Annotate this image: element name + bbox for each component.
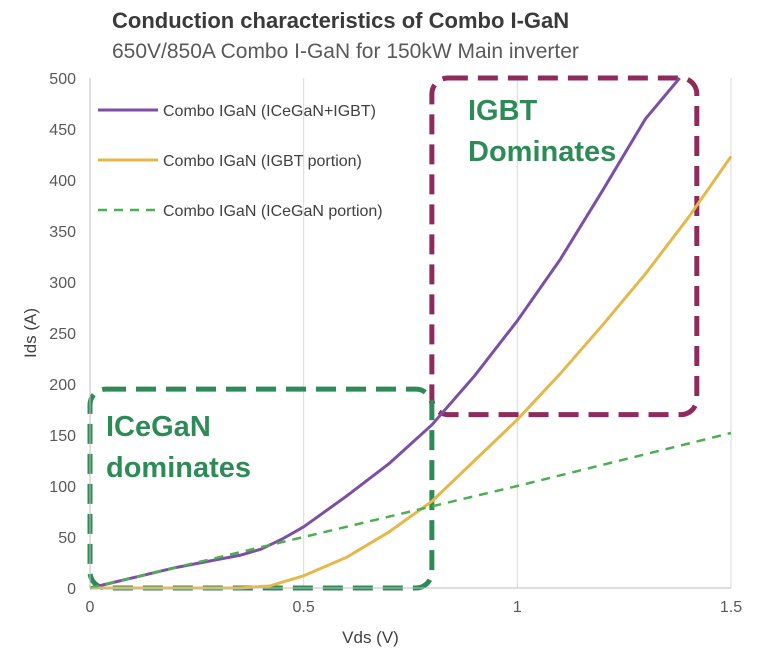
annotation-label-0: Dominates — [468, 136, 616, 168]
y-tick-label: 250 — [49, 326, 76, 343]
annotation-box-0 — [429, 75, 700, 418]
y-axis-label: Ids (A) — [21, 308, 40, 358]
y-tick-label: 50 — [58, 530, 76, 547]
annotation-labels: IGBT Dominates ICeGaN dominates — [106, 95, 616, 484]
annotation-label-0: IGBT — [468, 95, 538, 127]
legend-label-0: Combo IGaN (ICeGaN+IGBT) — [163, 103, 376, 120]
y-tick-label: 100 — [49, 479, 76, 496]
annotation-label-1: ICeGaN — [106, 411, 211, 443]
y-tick-label: 450 — [49, 122, 76, 139]
x-axis-label: Vds (V) — [342, 628, 399, 647]
chart-subtitle: 650V/850A Combo I-GaN for 150kW Main inv… — [112, 40, 579, 63]
y-tick-label: 300 — [49, 275, 76, 292]
series-line-2 — [89, 431, 732, 590]
x-tick-label: 1 — [513, 599, 522, 616]
annotation-label-1: dominates — [106, 452, 251, 484]
y-tick-label: 0 — [67, 581, 76, 598]
series-line-0 — [89, 77, 681, 590]
legend-label-2: Combo IGaN (ICeGaN portion) — [163, 203, 383, 220]
legend: Combo IGaN (ICeGaN+IGBT) Combo IGaN (IGBT… — [98, 103, 383, 220]
y-tick-label: 500 — [49, 71, 76, 88]
legend-label-1: Combo IGaN (IGBT portion) — [163, 153, 362, 170]
y-tick-label: 400 — [49, 173, 76, 190]
x-tick-label: 0 — [86, 599, 95, 616]
x-tick-label: 0.5 — [293, 599, 315, 616]
y-tick-label: 200 — [49, 377, 76, 394]
x-tick-label: 1.5 — [720, 599, 742, 616]
series-line-1 — [90, 155, 733, 590]
y-tick-label: 150 — [49, 428, 76, 445]
series-lines — [89, 77, 733, 590]
y-tick-label: 350 — [49, 224, 76, 241]
grid-lines — [303, 78, 732, 588]
chart-title: Conduction characteristics of Combo I-Ga… — [112, 8, 570, 33]
axes: 0 50 100 150 200 250 300 350 400 450 500 0 0.5 1 1.5 Vd… — [21, 71, 742, 647]
